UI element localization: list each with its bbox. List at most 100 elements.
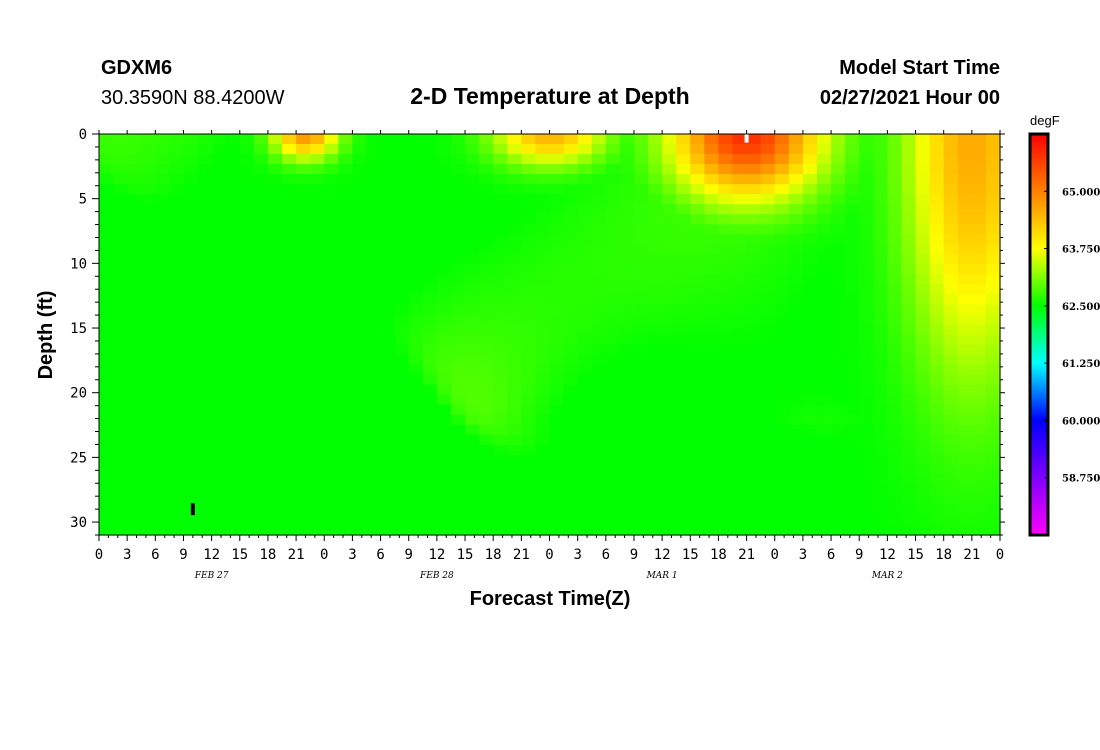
heatmap-cell [366,504,382,516]
heatmap-cell [591,404,607,416]
heatmap-cell [127,254,142,265]
heatmap-cell [845,304,860,316]
heatmap-cell [99,494,114,506]
heatmap-cell [479,444,494,456]
heatmap-cell [971,134,987,145]
heatmap-cell [465,174,480,185]
heatmap-cell [915,144,931,155]
heatmap-cell [605,524,621,536]
heatmap-cell [690,414,705,426]
heatmap-cell [436,414,452,426]
heatmap-cell [141,474,156,486]
heatmap-cell [591,164,607,175]
station-coordinates: 30.3590N 88.4200W [101,87,285,109]
heatmap-cell [450,354,466,366]
heatmap-cell [831,134,846,145]
heatmap-cell [774,224,790,235]
heatmap-cell [605,494,621,506]
heatmap-cell [99,424,114,436]
heatmap-cell [901,174,917,185]
heatmap-cell [549,334,565,346]
heatmap-cell [690,244,705,255]
heatmap-cell [352,454,368,466]
heatmap-cell [535,394,551,406]
heatmap-cell [521,524,537,536]
heatmap-cell [380,494,396,506]
heatmap-cell [155,214,170,225]
heatmap-cell [535,484,551,496]
heatmap-cell [887,134,903,145]
heatmap-cell [591,234,607,245]
heatmap-cell [352,524,368,536]
heatmap-cell [873,164,888,175]
heatmap-cell [465,254,480,265]
heatmap-cell [169,294,185,306]
heatmap-cell [760,194,776,205]
heatmap-cell [225,294,241,306]
heatmap-cell [282,234,297,245]
heatmap-cell [239,264,255,275]
heatmap-cell [169,314,185,326]
heatmap-cell [760,354,776,366]
heatmap-cell [141,514,156,526]
heatmap-cell [310,294,325,306]
heatmap-cell [915,464,931,476]
heatmap-cell [183,244,199,255]
heatmap-cell [521,214,537,225]
heatmap-cell [211,164,227,175]
heatmap-cell [436,164,452,175]
heatmap-cell [662,144,677,155]
heatmap-cell [563,424,579,436]
heatmap-cell [873,174,888,185]
heatmap-cell [225,314,241,326]
heatmap-cell [324,254,339,265]
heatmap-cell [605,214,621,225]
heatmap-cell [183,414,199,426]
heatmap-cell [99,154,114,165]
heatmap-cell [859,334,874,346]
heatmap-cell [450,314,466,326]
heatmap-cell [901,234,917,245]
heatmap-cell [169,364,185,376]
heatmap-cell [155,184,170,195]
heatmap-cell [521,254,537,265]
heatmap-cell [197,274,213,285]
heatmap-cell [971,214,987,225]
heatmap-cell [676,144,691,155]
heatmap-cell [296,214,311,225]
heatmap-cell [183,174,199,185]
heatmap-cell [887,334,903,346]
heatmap-cell [436,344,452,356]
heatmap-cell [535,524,551,536]
heatmap-cell [521,294,537,306]
heatmap-cell [985,444,1001,456]
heatmap-cell [577,154,593,165]
heatmap-cell [619,334,635,346]
heatmap-cell [831,444,846,456]
heatmap-cell [718,384,734,396]
heatmap-cell [296,224,311,235]
heatmap-cell [493,214,508,225]
heatmap-cell [465,164,480,175]
heatmap-cell [676,454,691,466]
heatmap-cell [845,224,860,235]
heatmap-cell [211,504,227,516]
heatmap-cell [915,474,931,486]
heatmap-cell [704,504,720,516]
heatmap-cell [549,464,565,476]
heatmap-cell [479,274,494,285]
heatmap-cell [774,444,790,456]
heatmap-cell [929,264,945,275]
heatmap-cell [253,364,269,376]
heatmap-cell [324,144,339,155]
heatmap-cell [957,374,973,386]
heatmap-cell [591,304,607,316]
heatmap-cell [225,334,241,346]
heatmap-cell [225,424,241,436]
heatmap-cell [873,524,888,536]
heatmap-cell [169,524,185,536]
heatmap-cell [873,434,888,446]
heatmap-cell [676,474,691,486]
heatmap-cell [633,394,649,406]
heatmap-cell [662,234,677,245]
